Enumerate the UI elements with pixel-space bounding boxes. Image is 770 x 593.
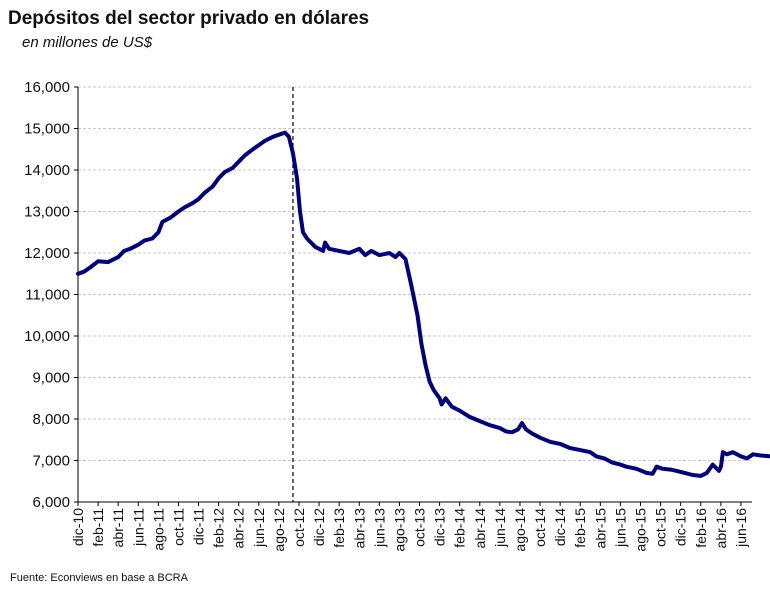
x-axis-ticks: dic-10 feb-11 abr-11 jun-11 ago-11 oct-11 dic-… [70,502,749,552]
x-tick-label: feb-11 [90,508,106,547]
y-tick-label: 15,000 [24,121,70,138]
y-tick-label: 8,000 [32,411,70,428]
x-tick-label: oct-11 [170,508,186,546]
y-tick-label: 6,000 [32,494,70,511]
y-tick-label: 10,000 [24,328,70,345]
x-tick-label: ago-15 [633,508,649,552]
x-tick-label: feb-12 [211,508,227,548]
series-line [76,130,770,478]
x-tick-label: abr-11 [110,508,126,548]
grid-lines [78,86,752,461]
source-note: Fuente: Econviews en base a BCRA [10,572,188,584]
x-tick-label: dic-12 [311,508,327,546]
x-tick-label: feb-13 [331,508,347,548]
x-tick-label: dic-10 [70,508,86,546]
x-tick-label: ago-14 [512,508,528,552]
x-tick-label: jun-15 [612,508,628,548]
x-tick-label: ago-13 [391,508,407,552]
x-tick-label: ago-11 [150,508,166,551]
x-tick-label: ago-12 [271,508,287,552]
x-tick-label: abr-16 [713,508,729,549]
x-tick-label: abr-14 [472,508,488,549]
x-tick-label: jun-16 [733,508,749,548]
x-tick-label: feb-16 [693,508,709,548]
x-tick-label: dic-15 [673,508,689,546]
y-tick-label: 9,000 [32,370,70,387]
y-tick-label: 11,000 [25,287,70,304]
x-tick-label: abr-15 [592,508,608,549]
x-tick-label: feb-14 [452,508,468,548]
y-tick-label: 7,000 [32,453,70,470]
x-tick-label: oct-12 [291,508,307,547]
chart-subtitle: en millones de US$ [22,34,153,51]
x-tick-label: dic-13 [432,508,448,546]
x-tick-label: jun-12 [251,508,267,548]
x-tick-label: abr-12 [231,508,247,549]
x-tick-label: oct-14 [532,508,548,547]
x-tick-label: abr-13 [351,508,367,549]
x-tick-label: dic-11 [191,508,207,545]
y-tick-label: 12,000 [24,245,70,262]
y-axis-ticks: 6,000 7,000 8,000 9,000 10,000 11,000 12,000 13… [24,79,78,511]
x-tick-label: jun-13 [371,508,387,548]
y-tick-label: 13,000 [24,204,70,221]
x-tick-label: oct-15 [653,508,669,547]
chart-title: Depósitos del sector privado en dólares [8,8,370,29]
x-tick-label: dic-14 [552,508,568,546]
y-tick-label: 14,000 [24,162,70,179]
x-tick-label: oct-13 [412,508,428,547]
x-tick-label: jun-14 [492,508,508,548]
x-tick-label: feb-15 [572,508,588,548]
y-tick-label: 16,000 [24,79,70,96]
x-tick-label: jun-11 [130,508,146,547]
